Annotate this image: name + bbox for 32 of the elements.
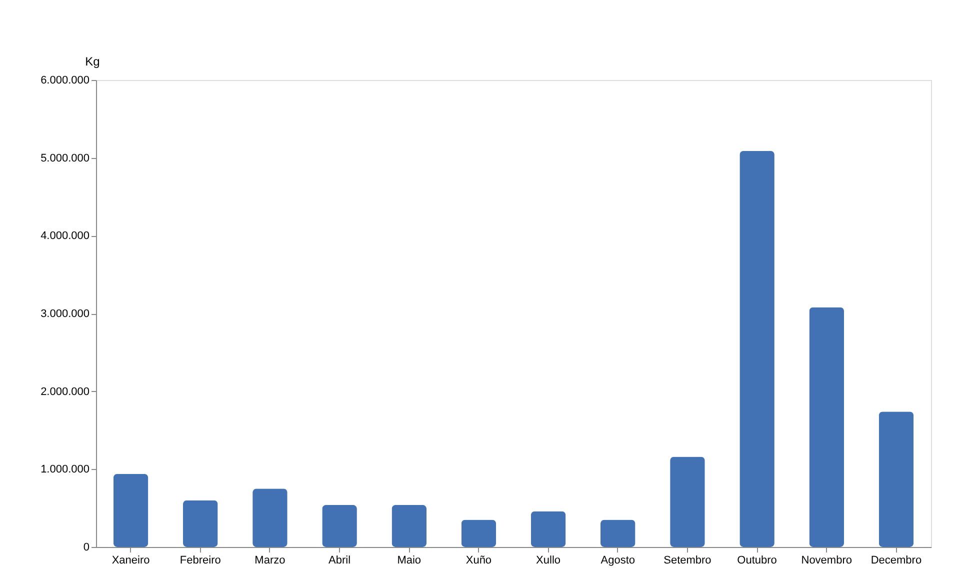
x-tick-label: Marzo xyxy=(254,554,286,566)
y-tick-label: 2.000.000 xyxy=(40,386,90,398)
x-tick-label: Setembro xyxy=(664,554,712,566)
bar xyxy=(113,474,148,547)
bar xyxy=(182,500,218,547)
x-tick-label: Febreiro xyxy=(180,554,221,566)
bar xyxy=(461,520,496,547)
bar xyxy=(740,150,774,547)
x-tick-label: Xaneiro xyxy=(112,554,150,566)
y-tick-label: 0 xyxy=(83,542,90,554)
bar xyxy=(600,520,636,547)
bar xyxy=(670,456,705,547)
bar xyxy=(322,504,357,547)
x-tick-label: Novembro xyxy=(801,554,852,566)
x-tick-label: Xuño xyxy=(466,554,492,566)
bar xyxy=(878,412,914,547)
x-tick-label: Decembro xyxy=(870,554,922,566)
y-tick-label: 5.000.000 xyxy=(40,152,90,164)
bar xyxy=(252,488,288,547)
x-tick-label: Outubro xyxy=(737,554,777,566)
x-tick-label: Abril xyxy=(328,554,351,566)
x-tick-label: Maio xyxy=(397,554,422,566)
bar xyxy=(392,504,427,547)
x-tick-label: Agosto xyxy=(600,554,635,566)
bar xyxy=(530,511,566,547)
y-tick-label: 1.000.000 xyxy=(40,464,90,476)
y-tick-label: 3.000.000 xyxy=(40,308,90,320)
y-tick-label: 4.000.000 xyxy=(40,230,90,242)
y-tick-label: 6.000.000 xyxy=(40,74,90,86)
x-tick-label: Xullo xyxy=(536,554,561,566)
y-axis-title: Kg xyxy=(85,54,100,68)
bar xyxy=(809,307,844,547)
